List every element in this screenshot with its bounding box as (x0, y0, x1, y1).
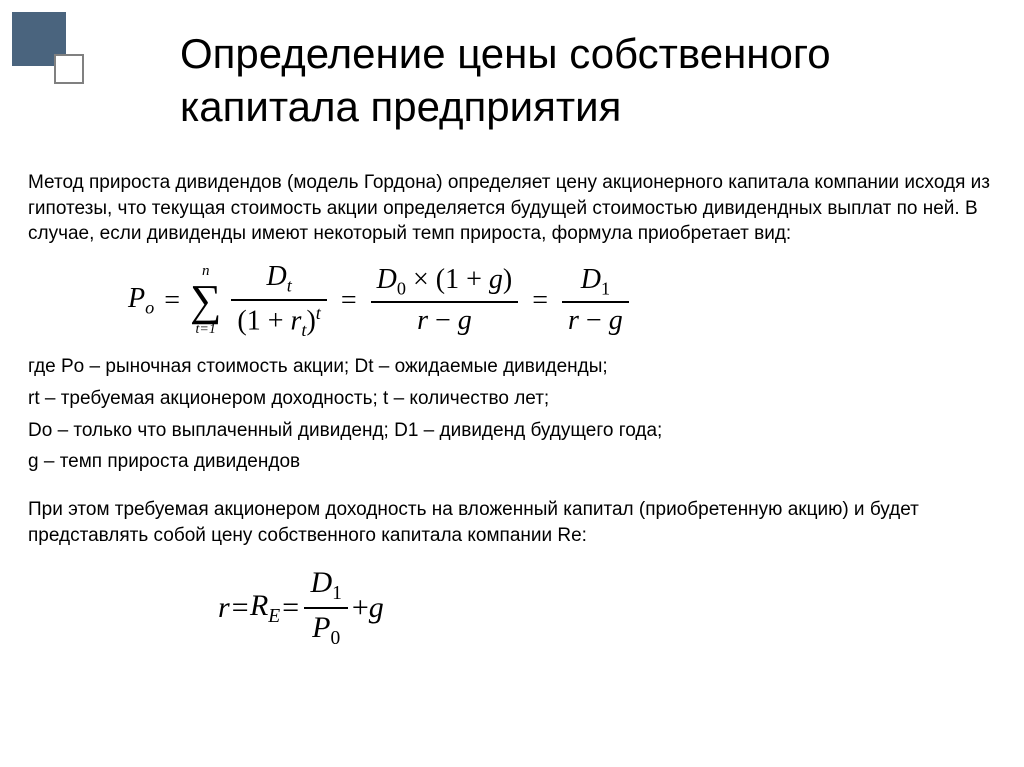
f2n-var: D (377, 264, 397, 295)
f1d-var: r (291, 305, 302, 336)
f4d-var: P (312, 611, 330, 644)
frac-3-num: D1 (575, 262, 616, 302)
f1d-right: ) (306, 305, 315, 336)
f2d-r: r (417, 305, 428, 336)
para-2: При этом требуемая акционером доходность… (28, 497, 996, 548)
f1-lhs-var: P (128, 283, 145, 314)
title-line-2: капитала предприятия (180, 83, 621, 130)
frac-4-den: P0 (306, 609, 346, 652)
frac-3-den: r − g (562, 303, 629, 339)
legend-l4: g – темп прироста дивидендов (28, 449, 996, 475)
frac-1-num: Dt (260, 259, 297, 299)
f2n-close: ) (503, 264, 512, 295)
frac-1: Dt (1 + rt)t (231, 259, 326, 343)
f4n-sub: 1 (332, 583, 342, 604)
intro-paragraph: Метод прироста дивидендов (модель Гордон… (28, 170, 996, 247)
f1-lhs-sub: o (145, 297, 154, 317)
eq-1: = (164, 285, 180, 317)
content-area: Метод прироста дивидендов (модель Гордон… (28, 170, 996, 652)
f2n-sub: 0 (397, 278, 406, 298)
frac-2: D0 × (1 + g) r − g (371, 262, 519, 340)
title-line-1: Определение цены собственного (180, 30, 831, 77)
f3d-r: r (568, 305, 579, 336)
f3d-m: − (579, 305, 609, 336)
sigma-bottom: t=1 (196, 323, 216, 337)
eq-3: = (532, 285, 548, 317)
frac-2-den: r − g (411, 303, 478, 339)
frac-3: D1 r − g (562, 262, 629, 340)
f2-g: g (369, 591, 384, 625)
legend-l3: Do – только что выплаченный дивиденд; D1… (28, 418, 996, 444)
f2n-g: g (489, 264, 503, 295)
f4d-sub: 0 (330, 628, 340, 649)
formula-1: Po = n ∑ t=1 Dt (1 + rt)t = D0 × (1 + (128, 259, 996, 343)
sigma-icon: n ∑ t=1 (190, 264, 221, 337)
f2n-mid: × (1 + (406, 264, 489, 295)
sigma-symbol: ∑ (190, 279, 221, 323)
frac-4-num: D1 (304, 564, 347, 607)
frac-2-num: D0 × (1 + g) (371, 262, 519, 302)
f2d-g: g (458, 305, 472, 336)
sum-block: n ∑ t=1 Dt (1 + rt)t (190, 259, 331, 343)
f1n-var: D (266, 261, 286, 292)
eq-2: = (341, 285, 357, 317)
f2d-m: − (428, 305, 458, 336)
f1-lhs: Po (128, 283, 154, 319)
f1d-sup: t (316, 303, 321, 323)
small-square (54, 54, 84, 84)
slide-title: Определение цены собственного капитала п… (180, 28, 831, 133)
f1d-left: (1 + (237, 305, 290, 336)
legend-l2: rt – требуемая акционером доходность; t … (28, 386, 996, 412)
frac-1-den: (1 + rt)t (231, 301, 326, 343)
f2-r: r (218, 591, 230, 625)
f2-R-sub: E (268, 606, 280, 627)
f3n-sub: 1 (601, 278, 610, 298)
eq-4: = (230, 591, 250, 625)
formula-2: r = RE = D1 P0 + g (218, 564, 996, 652)
f3d-g: g (609, 305, 623, 336)
f1n-sub: t (287, 276, 292, 296)
f2-R-var: R (250, 589, 268, 622)
frac-4: D1 P0 (304, 564, 347, 652)
f2-R: RE (250, 589, 280, 628)
eq-5: = (280, 591, 300, 625)
f3n-var: D (581, 264, 601, 295)
f2-plus: + (352, 591, 369, 625)
legend-l1: где Po – рыночная стоимость акции; Dt – … (28, 354, 996, 380)
f4n-var: D (310, 566, 332, 599)
